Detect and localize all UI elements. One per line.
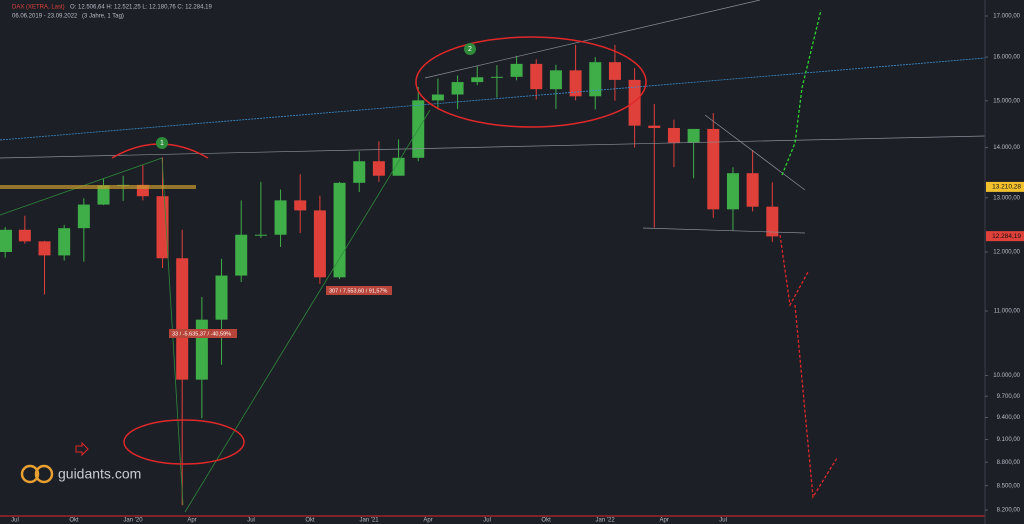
candle-body	[18, 229, 31, 242]
y-tick-label: 11.000,00	[994, 309, 1021, 315]
candle-body	[726, 173, 739, 210]
y-tick-label: 13.000,00	[993, 195, 1020, 201]
x-tick-label: Jul	[719, 518, 727, 524]
candle-body	[136, 184, 149, 197]
marker-label: 1	[160, 140, 164, 147]
y-tick-label: 12.000,00	[993, 250, 1020, 256]
candle-body	[707, 128, 720, 210]
annotation: 307 / 7.553,60 / 91,57%	[329, 288, 388, 294]
candle-body	[471, 77, 484, 83]
arrow-icon	[75, 441, 89, 457]
price-label-box	[986, 231, 1024, 242]
candle-body	[58, 228, 71, 256]
price-label-box	[986, 181, 1024, 192]
symbol: DAX (XETRA, Last)	[12, 5, 65, 11]
candle-body	[608, 62, 621, 80]
y-tick-label: 10.000,00	[993, 373, 1020, 379]
trend-line	[184, 109, 431, 513]
x-tick-label: Apr	[187, 518, 196, 524]
projection-down	[794, 304, 838, 499]
candle-body	[766, 206, 779, 237]
annotation-box	[326, 286, 392, 295]
candle-body	[372, 161, 385, 176]
candle-body	[0, 229, 12, 253]
y-tick-label: 14.000,00	[993, 145, 1020, 151]
candle-body	[549, 70, 562, 90]
period: (3 Jahre, 1 Tag)	[82, 14, 124, 20]
candle-body	[254, 234, 267, 236]
candle-body	[38, 241, 51, 256]
logo: guidants.com	[58, 466, 141, 482]
candle-body	[530, 63, 543, 90]
trend-line	[424, 0, 761, 79]
x-tick-label: Jan '22	[596, 518, 616, 524]
x-tick-label: Apr	[423, 518, 432, 524]
candle-body	[313, 210, 326, 278]
marker	[156, 137, 168, 149]
candle-body	[687, 128, 700, 143]
candle-body	[156, 196, 169, 259]
y-tick-label: 16.000,00	[993, 55, 1020, 61]
candle-body	[431, 94, 444, 101]
marker-label: 2	[468, 46, 472, 53]
price-label: 12.284,19	[992, 233, 1021, 240]
candle-body	[746, 173, 759, 207]
annotation: 33 / -5.635,37 / -40,59%	[172, 331, 231, 337]
candle-body	[667, 127, 680, 143]
annotation-box	[169, 329, 237, 338]
x-tick-label: Jul	[11, 518, 19, 524]
marker	[464, 43, 476, 55]
projection-up	[781, 9, 822, 176]
y-tick-label: 9.100,00	[997, 437, 1021, 443]
date-range: 06.06.2019 - 23.09.2022	[12, 14, 78, 20]
candle-body	[294, 200, 307, 211]
volume-profile-poc	[0, 185, 196, 189]
logo-icon	[20, 464, 54, 484]
x-tick-label: Jul	[247, 518, 255, 524]
triangle-line	[704, 114, 806, 191]
candle-body	[628, 79, 641, 126]
x-tick-label: Okt	[541, 518, 551, 524]
y-tick-label: 8.200,00	[997, 508, 1021, 514]
candle-body	[97, 185, 110, 205]
drawings	[0, 0, 986, 517]
candle-body	[176, 258, 189, 380]
y-tick-label: 9.700,00	[997, 394, 1021, 400]
y-tick-label: 17.000,00	[993, 14, 1020, 20]
projection-down	[779, 234, 809, 308]
candle-body	[353, 161, 366, 183]
trend-line	[0, 57, 986, 141]
price-label: 13.210,28	[992, 184, 1021, 191]
triangle-line	[642, 227, 806, 234]
candle-body	[569, 70, 582, 97]
candle-body	[235, 234, 248, 276]
y-tick-label: 8.500,00	[997, 483, 1021, 489]
x-tick-label: Okt	[69, 518, 79, 524]
candle-body	[77, 204, 90, 229]
x-tick-label: Jan '21	[359, 518, 379, 524]
candle-body	[333, 182, 346, 278]
y-tick-label: 8.800,00	[997, 460, 1021, 466]
x-tick-label: Jul	[483, 518, 491, 524]
candle-body	[490, 76, 503, 78]
x-tick-label: Okt	[305, 518, 315, 524]
highlight-ellipse	[415, 36, 647, 128]
candle-body	[589, 62, 602, 97]
highlight-ellipse	[123, 419, 245, 465]
x-tick-label: Apr	[659, 518, 668, 524]
trend-line	[0, 135, 986, 159]
y-tick-label: 9.400,00	[997, 415, 1021, 421]
y-tick-label: 15.000,00	[993, 98, 1020, 104]
candle-body	[648, 125, 661, 128]
candle-body	[274, 200, 287, 235]
candle-body	[451, 82, 464, 95]
candle-body	[510, 63, 523, 77]
x-tick-label: Jan '20	[123, 518, 143, 524]
candle-body	[215, 275, 228, 320]
candle-body	[195, 319, 208, 380]
candle-body	[392, 157, 405, 176]
ohlc: O: 12.506,64 H: 12.521,25 L: 12.180,76 C…	[70, 5, 212, 11]
